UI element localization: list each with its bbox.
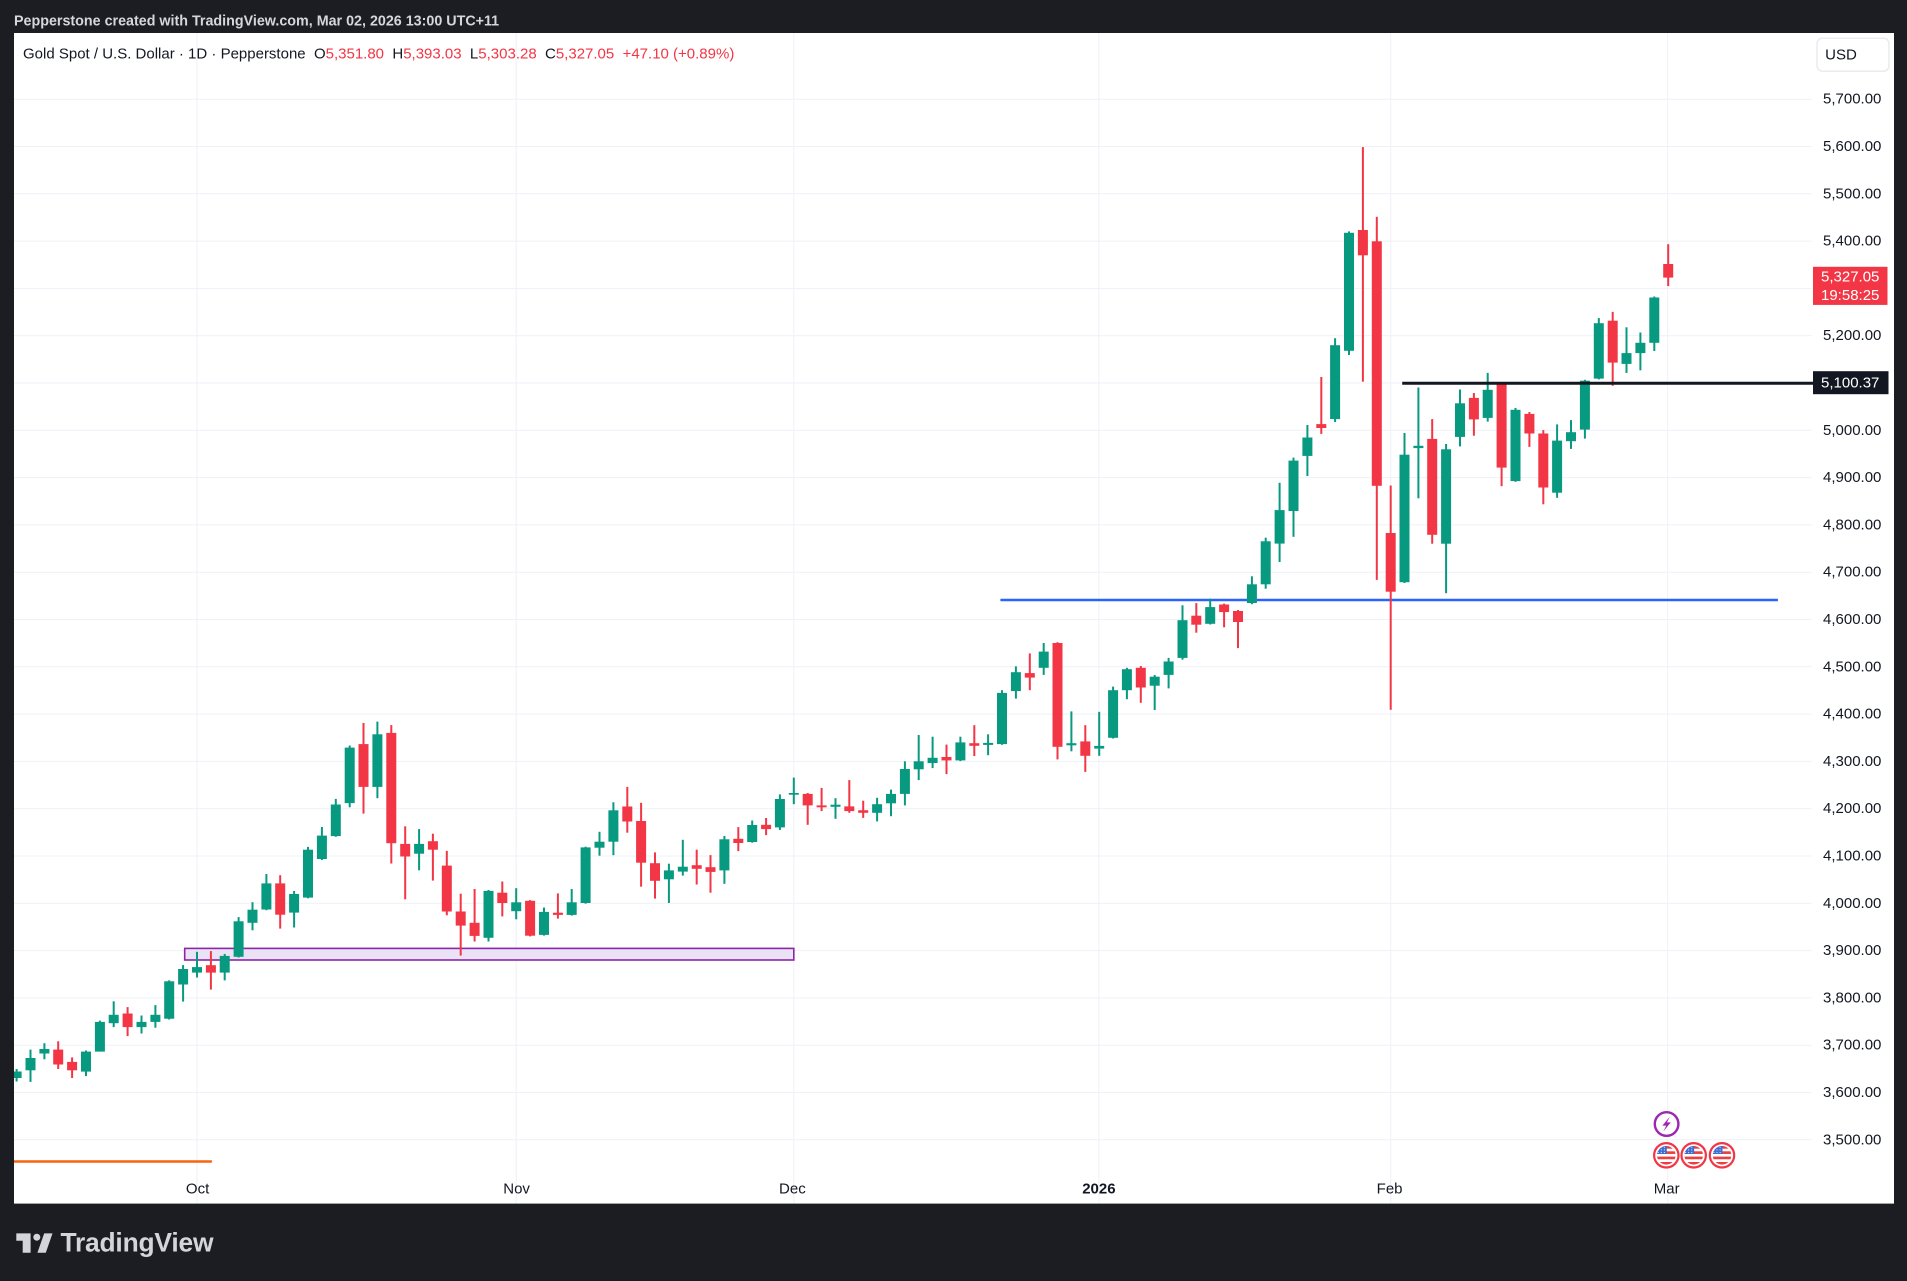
svg-text:Feb: Feb (1377, 1180, 1403, 1197)
svg-text:5,100.37: 5,100.37 (1821, 375, 1879, 392)
svg-text:4,300.00: 4,300.00 (1823, 753, 1881, 770)
svg-text:19:58:25: 19:58:25 (1821, 287, 1879, 304)
svg-text:3,900.00: 3,900.00 (1823, 942, 1881, 959)
svg-text:5,700.00: 5,700.00 (1823, 91, 1881, 108)
svg-text:Nov: Nov (503, 1180, 530, 1197)
svg-text:4,400.00: 4,400.00 (1823, 706, 1881, 723)
svg-text:3,800.00: 3,800.00 (1823, 989, 1881, 1006)
svg-text:3,700.00: 3,700.00 (1823, 1037, 1881, 1054)
svg-text:4,100.00: 4,100.00 (1823, 848, 1881, 865)
svg-text:Gold Spot / U.S. Dollar · 1D ·: Gold Spot / U.S. Dollar · 1D · Peppersto… (23, 46, 734, 63)
svg-text:3,500.00: 3,500.00 (1823, 1131, 1881, 1148)
svg-text:4,000.00: 4,000.00 (1823, 895, 1881, 912)
svg-text:5,600.00: 5,600.00 (1823, 138, 1881, 155)
svg-text:Mar: Mar (1654, 1180, 1680, 1197)
svg-text:USD: USD (1825, 46, 1857, 63)
svg-text:5,327.05: 5,327.05 (1821, 268, 1879, 285)
svg-text:4,200.00: 4,200.00 (1823, 800, 1881, 817)
svg-text:4,700.00: 4,700.00 (1823, 564, 1881, 581)
svg-text:4,900.00: 4,900.00 (1823, 469, 1881, 486)
svg-text:5,500.00: 5,500.00 (1823, 185, 1881, 202)
svg-text:Pepperstone created with Tradi: Pepperstone created with TradingView.com… (14, 14, 499, 30)
svg-text:4,800.00: 4,800.00 (1823, 516, 1881, 533)
svg-text:4,600.00: 4,600.00 (1823, 611, 1881, 628)
svg-text:5,400.00: 5,400.00 (1823, 233, 1881, 250)
svg-text:5,000.00: 5,000.00 (1823, 422, 1881, 439)
svg-text:Dec: Dec (779, 1180, 806, 1197)
svg-text:Oct: Oct (186, 1180, 210, 1197)
svg-text:TradingView: TradingView (61, 1228, 214, 1258)
svg-text:3,600.00: 3,600.00 (1823, 1084, 1881, 1101)
svg-text:4,500.00: 4,500.00 (1823, 658, 1881, 675)
svg-text:2026: 2026 (1082, 1180, 1115, 1197)
svg-text:5,200.00: 5,200.00 (1823, 327, 1881, 344)
